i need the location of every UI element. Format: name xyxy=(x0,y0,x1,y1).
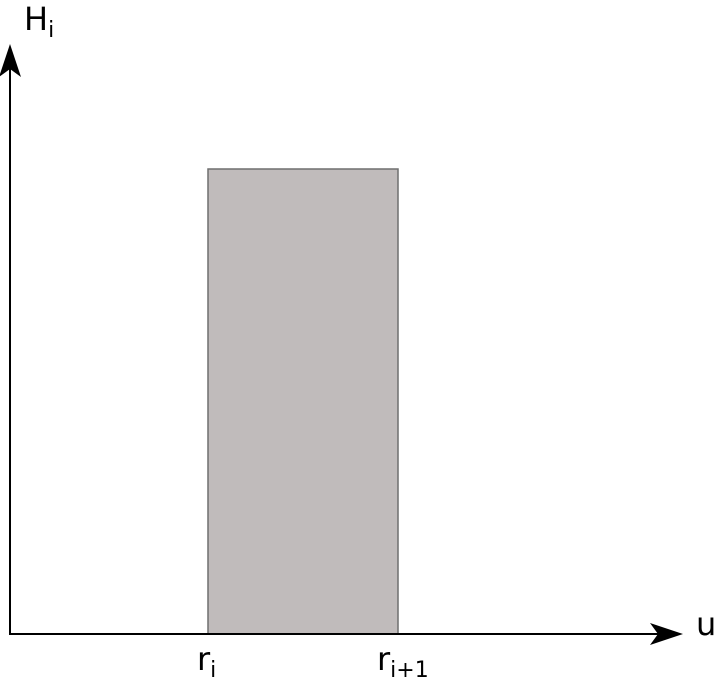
x-axis-arrowhead xyxy=(650,623,683,645)
tick-label-r-i-plus-1: ri+1 xyxy=(377,640,429,679)
y-axis-label: Hi xyxy=(24,0,54,43)
histogram-bin xyxy=(207,168,399,635)
x-axis-label: u xyxy=(696,605,716,643)
tick-label-r-i: ri xyxy=(197,640,216,679)
y-axis-arrowhead xyxy=(0,44,21,77)
